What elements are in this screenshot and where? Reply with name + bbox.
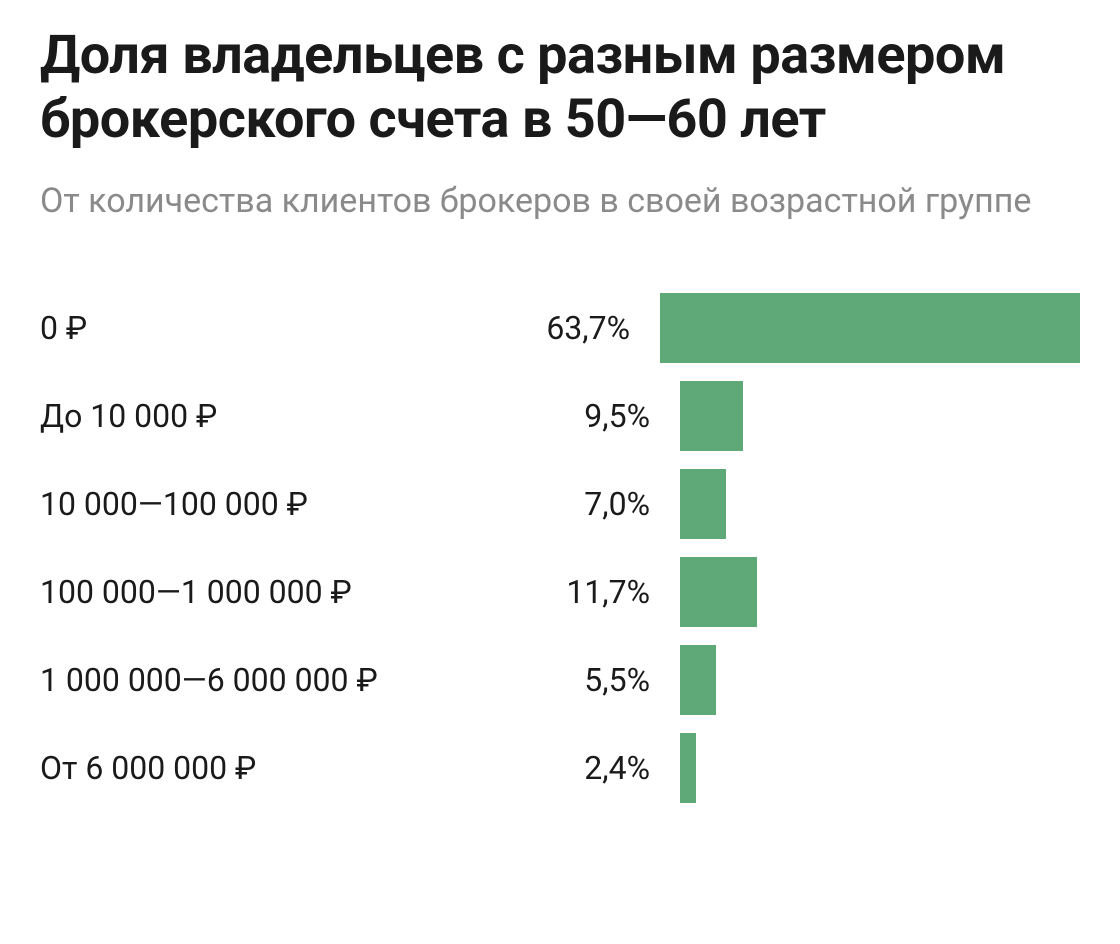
bar [680,557,757,627]
bar-container [680,636,1080,724]
chart-row: 100 000—1 000 000 ₽ 11,7% [40,548,1080,636]
chart-row: До 10 000 ₽ 9,5% [40,372,1080,460]
row-label: 100 000—1 000 000 ₽ [40,573,520,611]
bar [660,293,1080,363]
row-label: 1 000 000—6 000 000 ₽ [40,661,520,699]
chart-subtitle: От количества клиентов брокеров в своей … [40,179,1080,223]
row-value: 5,5% [520,661,680,699]
bar-container [680,460,1080,548]
row-value: 63,7% [504,309,660,347]
row-label: 0 ₽ [40,309,504,347]
bar-container [660,284,1080,372]
row-label: От 6 000 000 ₽ [40,749,520,787]
bar [680,381,743,451]
chart-row: 1 000 000—6 000 000 ₽ 5,5% [40,636,1080,724]
bar-container [680,724,1080,812]
row-value: 7,0% [520,485,680,523]
row-value: 9,5% [520,397,680,435]
chart-title: Доля владельцев с разным размером брокер… [40,24,1080,151]
row-value: 2,4% [520,749,680,787]
bar [680,733,696,803]
row-label: 10 000—100 000 ₽ [40,485,520,523]
chart-row: От 6 000 000 ₽ 2,4% [40,724,1080,812]
row-label: До 10 000 ₽ [40,397,520,435]
bar-container [680,372,1080,460]
bar-container [680,548,1080,636]
row-value: 11,7% [520,573,680,611]
chart-row: 10 000—100 000 ₽ 7,0% [40,460,1080,548]
bar-chart: 0 ₽ 63,7% До 10 000 ₽ 9,5% 10 000—100 00… [40,284,1080,812]
chart-row: 0 ₽ 63,7% [40,284,1080,372]
bar [680,469,726,539]
bar [680,645,716,715]
